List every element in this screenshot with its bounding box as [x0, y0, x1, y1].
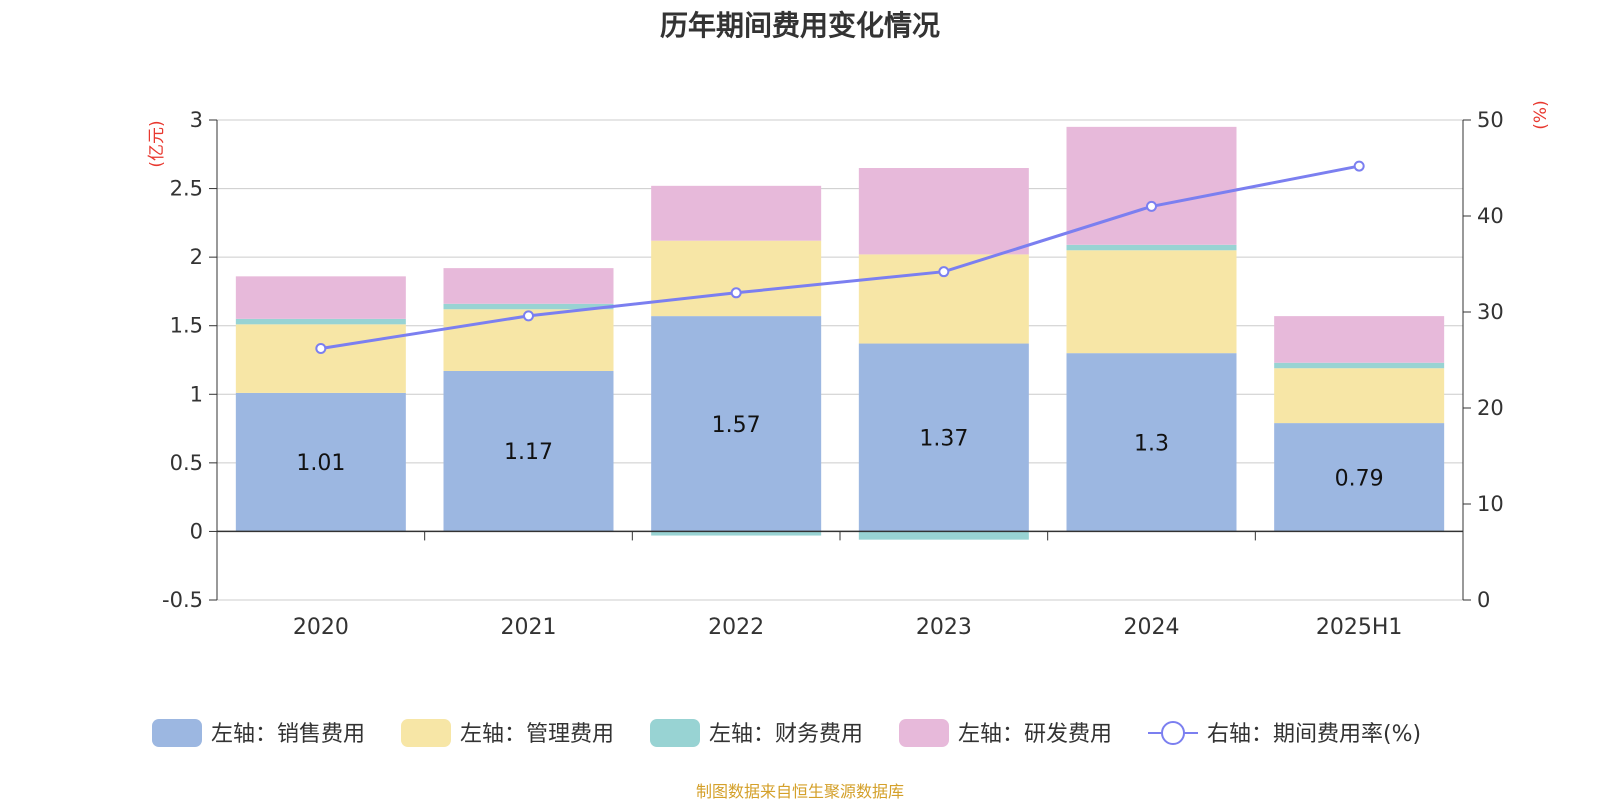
bar-segment: [443, 370, 614, 532]
rate-point: [1353, 160, 1365, 172]
right-tick-label: 10: [1477, 492, 1504, 516]
right-tick-label: 0: [1477, 588, 1490, 612]
right-tick-label: 50: [1477, 108, 1504, 132]
bar-segment: [858, 531, 1029, 540]
rate-point: [523, 310, 534, 322]
left-tick-label: 0.5: [170, 451, 203, 475]
legend-item: 左轴：管理费用: [401, 719, 614, 747]
bar-segment: [651, 531, 822, 536]
gridlines: [217, 119, 1463, 601]
bar-segment: [1274, 362, 1445, 369]
category-label: 2024: [1124, 615, 1180, 640]
bar-segment: [443, 303, 614, 310]
bar-segment: [1274, 423, 1445, 532]
bar-segment: [1066, 244, 1237, 251]
rate-point: [315, 342, 327, 354]
right-tick-label: 30: [1477, 300, 1504, 324]
bar-value-label: 1.17: [504, 440, 553, 465]
legend-swatch: [152, 719, 202, 747]
bar-segment: [651, 185, 822, 241]
category-label: 2021: [501, 615, 557, 640]
legend-swatch: [401, 719, 451, 747]
legend-label: 左轴：研发费用: [958, 722, 1112, 747]
rate-point: [938, 266, 950, 278]
category-label: 2025H1: [1316, 615, 1403, 640]
rate-line-series: [315, 160, 1365, 354]
rate-point: [730, 287, 742, 299]
legend-item: 左轴：财务费用: [650, 719, 863, 747]
right-tick-label: 20: [1477, 396, 1504, 420]
bar-segment: [1066, 353, 1237, 532]
right-tick-label: 40: [1477, 204, 1504, 228]
left-tick-label: 1.5: [170, 314, 203, 338]
rate-point: [1146, 200, 1157, 212]
axes: 3 2.5 2 1.5 1 0.5 0 -0.5 50 40 30 20 10 0 (亿元) (%) 2020 2…: [147, 100, 1551, 640]
legend-label: 左轴：管理费用: [460, 722, 614, 747]
category-label: 2022: [708, 615, 764, 640]
left-tick-label: 3: [190, 108, 203, 132]
legend-item: 左轴：研发费用: [899, 719, 1112, 747]
legend-label: 左轴：销售费用: [211, 722, 365, 747]
data-labels: 1.01 1.17 1.57 1.37 1.3 0.79: [296, 413, 1383, 491]
source-note: 制图数据来自恒生聚源数据库: [695, 782, 904, 801]
bar-segment: [651, 316, 822, 532]
bar-segment: [235, 318, 406, 325]
left-tick-label: 1: [190, 382, 203, 406]
left-axis-unit-label: (亿元): [147, 120, 167, 167]
bar-segment: [858, 343, 1029, 532]
left-tick-label: 2: [190, 245, 203, 269]
legend-swatch: [650, 719, 700, 747]
bar-segment: [443, 268, 614, 304]
category-label: 2023: [916, 615, 972, 640]
legend-item: 右轴：期间费用率(%): [1148, 721, 1421, 747]
bar-value-label: 1.57: [712, 413, 761, 438]
bar-segment: [858, 168, 1029, 255]
chart-title: 历年期间费用变化情况: [659, 9, 940, 42]
bar-segment: [1274, 316, 1445, 363]
legend-label: 左轴：财务费用: [709, 722, 863, 747]
bar-segment: [235, 392, 406, 532]
legend: 左轴：销售费用 左轴：管理费用 左轴：财务费用 左轴：研发费用 右轴：期间费用率(%): [152, 719, 1421, 747]
legend-label: 右轴：期间费用率(%): [1207, 722, 1421, 747]
bar-series: [235, 126, 1445, 540]
bar-value-label: 1.01: [296, 451, 345, 476]
legend-marker: [1161, 721, 1185, 745]
bar-segment: [235, 324, 406, 393]
legend-item: 左轴：销售费用: [152, 719, 365, 747]
bar-value-label: 0.79: [1335, 466, 1384, 491]
legend-swatch: [899, 719, 949, 747]
right-axis-unit-label: (%): [1531, 100, 1551, 129]
rate-line: [320, 164, 1360, 350]
bar-segment: [235, 276, 406, 319]
category-label: 2020: [293, 615, 349, 640]
bar-segment: [651, 240, 822, 317]
left-tick-label: 0: [190, 519, 203, 543]
bar-segment: [1066, 126, 1237, 245]
bar-segment: [1066, 250, 1237, 354]
left-tick-label: -0.5: [162, 588, 203, 612]
left-tick-label: 2.5: [170, 177, 203, 201]
bar-value-label: 1.37: [919, 426, 968, 451]
bar-segment: [1274, 368, 1445, 424]
bar-value-label: 1.3: [1134, 431, 1169, 456]
